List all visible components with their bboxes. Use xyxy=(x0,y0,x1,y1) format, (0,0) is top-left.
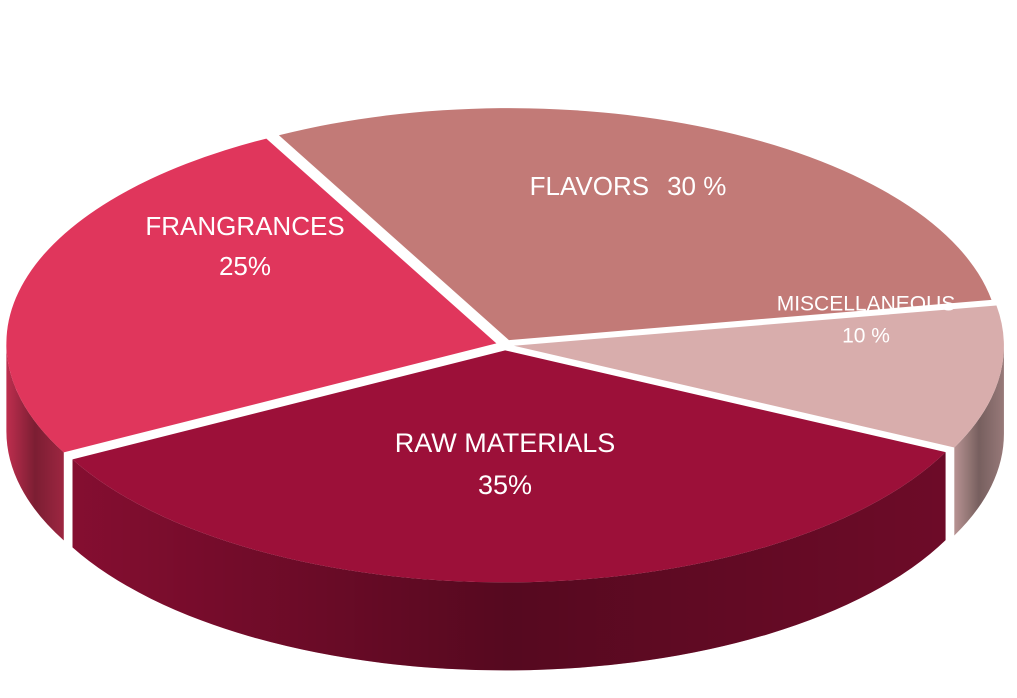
value-label: 10 % xyxy=(842,325,890,348)
value-label: 30 % xyxy=(667,171,726,201)
category-label: FLAVORS xyxy=(530,171,649,201)
slice xyxy=(6,138,497,453)
slice xyxy=(278,108,992,341)
slice-side-shade xyxy=(72,452,946,671)
value-label: 25% xyxy=(219,251,271,281)
category-label: RAW MATERIALS xyxy=(395,428,616,458)
tops xyxy=(6,108,1004,583)
slice xyxy=(72,350,946,583)
slice-side-shade xyxy=(954,345,1004,536)
value-label: 35% xyxy=(478,470,532,500)
labels: MISCELLANEOUS 10 % RAW MATERIALS 35% FRANGRA… xyxy=(145,171,955,500)
category-label: MISCELLANEOUS xyxy=(777,293,956,316)
category-label: FRANGRANCES xyxy=(145,211,344,241)
sides xyxy=(6,343,1004,671)
slice xyxy=(513,305,1004,448)
slice-label: FLAVORS 30 % xyxy=(530,171,727,201)
slice-side-shade xyxy=(6,343,64,541)
